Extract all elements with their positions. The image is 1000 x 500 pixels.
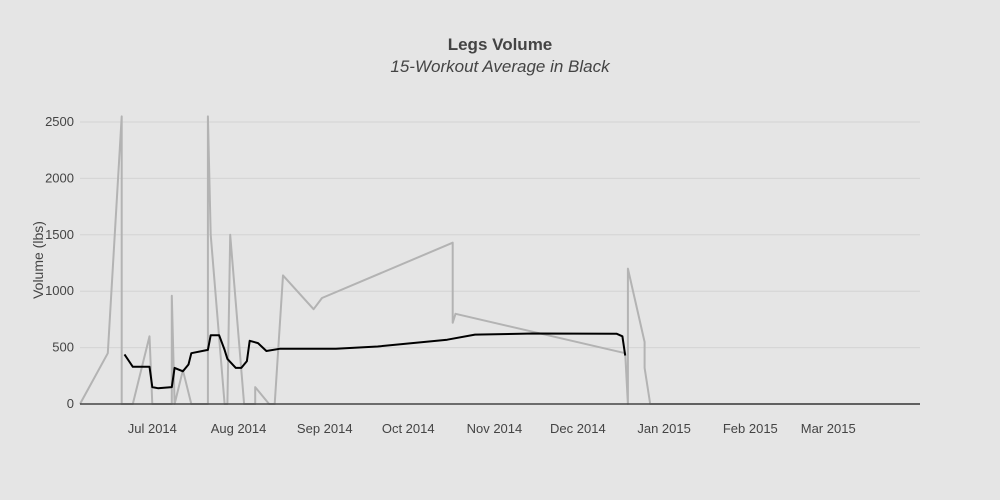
chart-subtitle: 15-Workout Average in Black: [390, 57, 611, 76]
series-line-volume: [79, 115, 920, 405]
y-tick-label: 2000: [45, 170, 74, 185]
x-tick-label: Jul 2014: [128, 421, 177, 436]
series-line-average: [123, 332, 627, 390]
y-tick-label: 2500: [45, 114, 74, 129]
y-tick-label: 500: [52, 340, 74, 355]
x-tick-label: Nov 2014: [467, 421, 523, 436]
x-tick-label: Sep 2014: [297, 421, 353, 436]
x-tick-label: Jan 2015: [637, 421, 691, 436]
y-tick-label: 1000: [45, 283, 74, 298]
y-tick-label: 1500: [45, 227, 74, 242]
series-group: [79, 115, 920, 405]
x-axis-ticks: Jul 2014 Aug 2014 Sep 2014 Oct 2014 Nov 2014…: [128, 421, 856, 436]
x-tick-label: Dec 2014: [550, 421, 606, 436]
y-axis-label: Volume (lbs): [30, 221, 46, 299]
gridlines: [80, 121, 920, 349]
chart-title: Legs Volume: [448, 35, 553, 54]
y-axis-ticks: 0 500 1000 1500 2000 2500: [45, 114, 74, 411]
y-tick-label: 0: [67, 396, 74, 411]
x-tick-label: Feb 2015: [723, 421, 778, 436]
x-tick-label: Oct 2014: [382, 421, 435, 436]
x-tick-label: Aug 2014: [211, 421, 267, 436]
x-tick-label: Mar 2015: [801, 421, 856, 436]
